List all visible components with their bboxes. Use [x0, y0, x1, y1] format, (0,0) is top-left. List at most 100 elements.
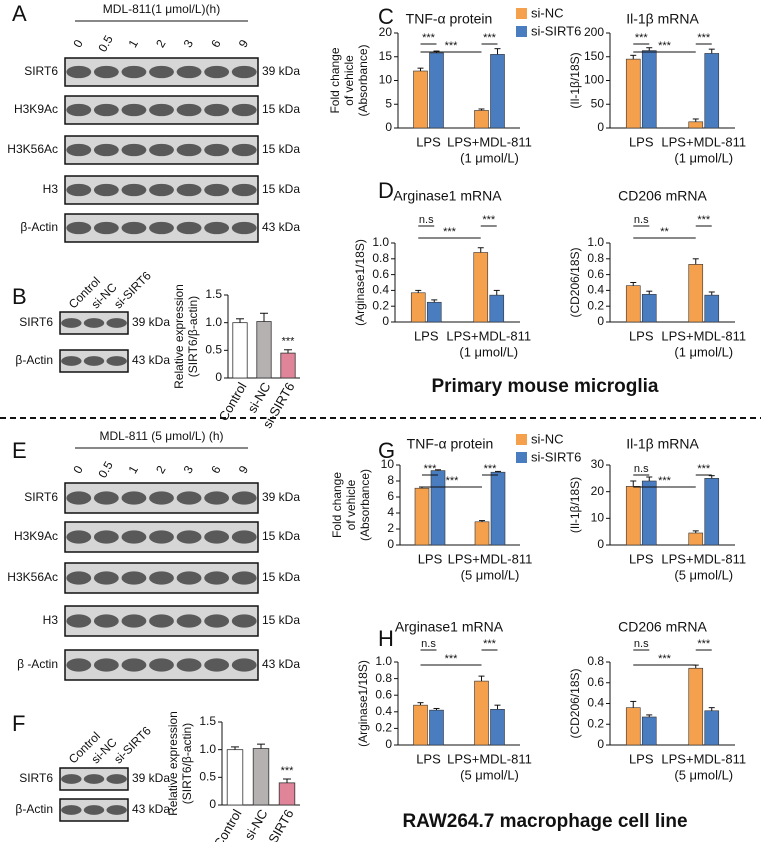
row-label: β -Actin [17, 657, 58, 671]
bar [625, 58, 641, 129]
lane-label: 6 [208, 37, 224, 50]
legend-swatch [516, 452, 527, 463]
bar [704, 53, 720, 129]
significance-label: n.s [634, 214, 649, 226]
significance-label: *** [446, 475, 460, 487]
significance-label: n.s [634, 638, 649, 650]
blot-band [61, 805, 82, 815]
blot-band [83, 774, 105, 784]
blot-band [149, 614, 174, 628]
blot-band [231, 221, 257, 235]
bar [226, 749, 244, 806]
blot-band [93, 658, 119, 672]
blot-band [93, 221, 119, 235]
bar [704, 478, 720, 546]
blot-band [106, 805, 127, 815]
blot-band [176, 143, 202, 157]
y-tick-label: 0 [215, 370, 222, 384]
bar [490, 471, 506, 546]
row-label: H3 [43, 182, 59, 196]
band-size: 15 kDa [262, 570, 300, 584]
band-size: 39 kDa [262, 490, 300, 504]
panel-letter: B [12, 284, 27, 309]
x-tick-label: LPS [416, 134, 441, 149]
blot-band [231, 143, 257, 157]
row-label: SIRT6 [24, 490, 58, 504]
x-tick-sublabel: (5 μmol/L) [674, 767, 733, 782]
panel-letter: H [378, 626, 394, 651]
bar [688, 532, 704, 546]
x-tick-label: LPS [414, 328, 439, 343]
y-tick-label: 20 [591, 484, 605, 498]
legend-label: si-NC [531, 5, 564, 20]
y-tick-label: 1.0 [205, 315, 222, 329]
y-tick-label: 0.8 [587, 251, 604, 265]
blot-band [149, 530, 174, 544]
y-tick-label: 200 [584, 25, 604, 39]
blot-band [176, 221, 202, 235]
blot-band [231, 530, 257, 544]
lane-label: 0 [70, 463, 86, 476]
x-tick-label: LPS+MDL-811 [661, 134, 746, 149]
blot-band [149, 143, 174, 157]
section-title: Primary mouse microglia [431, 376, 658, 397]
blot-band [121, 103, 147, 117]
y-tick-label: 0.4 [375, 704, 392, 718]
legend-swatch [516, 26, 527, 37]
blot-band [121, 65, 147, 79]
chart-title: TNF-α protein [407, 436, 494, 452]
blot-band [66, 571, 92, 585]
x-tick-sublabel: (1 μmol/L) [674, 344, 733, 359]
x-tick-label: LPS+MDL-811 [447, 134, 532, 149]
y-tick-label: 0.5 [205, 343, 222, 357]
y-tick-label: 0 [597, 314, 604, 328]
bar [413, 70, 428, 129]
bar [625, 707, 641, 746]
x-tick-sublabel: (5 μmol/L) [461, 567, 520, 582]
blot-band [66, 491, 92, 505]
blot-band [204, 491, 230, 505]
bar [278, 782, 296, 806]
y-tick-label: 10 [381, 457, 395, 471]
row-label: β-Actin [15, 802, 53, 816]
y-tick-label: 0.8 [587, 654, 604, 668]
bar [256, 321, 272, 379]
blot-band [106, 318, 127, 328]
blot-band [231, 103, 257, 117]
blot-band [231, 65, 257, 79]
blot-band [121, 614, 147, 628]
row-label: β-Actin [20, 220, 58, 234]
y-tick-label: 30 [591, 457, 605, 471]
blot-band [93, 143, 119, 157]
y-tick-label: 0.5 [199, 770, 216, 784]
chart-title: Il-1β mRNA [626, 436, 699, 452]
y-tick-label: 10 [379, 73, 393, 87]
y-tick-label: 1.0 [199, 742, 216, 756]
bar [414, 487, 430, 546]
y-axis-label: (Il-1β/18S) [568, 477, 582, 533]
panel-letter: A [12, 1, 27, 26]
blot-band [176, 65, 202, 79]
bar [474, 110, 489, 129]
blot-band [66, 103, 92, 117]
chart-title: TNF-α protein [406, 11, 493, 27]
significance-label: *** [697, 214, 711, 226]
blot-band [121, 571, 147, 585]
panel-letter: E [12, 438, 27, 463]
blot-band [231, 658, 257, 672]
blot-band [204, 103, 230, 117]
y-tick-label: 1.0 [375, 654, 392, 668]
blot-band [66, 614, 92, 628]
y-tick-label: 0 [385, 120, 392, 134]
y-axis-label: (SIRT6/β-actin) [180, 723, 194, 804]
y-tick-label: 0 [387, 537, 394, 551]
band-size: 15 kDa [262, 613, 300, 627]
blot-band [93, 614, 119, 628]
y-tick-label: 0 [385, 737, 392, 751]
x-tick-label: LPS+MDL-811 [446, 328, 531, 343]
x-tick-label: Control [211, 807, 245, 842]
chart-title: Arginase1 mRNA [395, 619, 504, 635]
blot-band [66, 65, 92, 79]
y-tick-label: 0 [597, 737, 604, 751]
bar [688, 264, 704, 323]
